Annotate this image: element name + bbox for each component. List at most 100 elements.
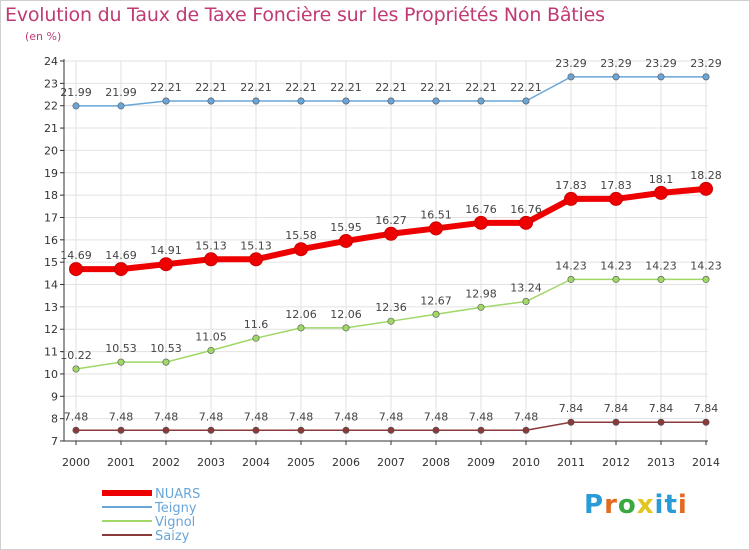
logo-letter: r [604,490,618,520]
data-label: 10.53 [105,342,137,355]
data-label: 22.21 [285,81,317,94]
data-point [252,97,260,105]
data-point [339,233,353,248]
data-point [564,191,578,206]
data-label: 22.21 [195,81,227,94]
data-point [342,324,350,332]
data-label: 23.29 [690,57,722,70]
data-label: 22.21 [330,81,362,94]
data-label: 14.91 [150,244,182,257]
y-tick-label: 16 [44,234,58,247]
axes: 7 8 9 10 11 12 13 14 15 16 17 18 19 20 21 22 23 24 2000 200… [44,55,720,469]
data-label: 7.48 [424,410,449,423]
y-tick-label: 24 [44,55,58,68]
data-label: 12.06 [330,308,362,321]
data-label: 11.6 [244,318,269,331]
data-label: 7.84 [559,402,584,415]
logo-letter: o [617,490,637,520]
data-label: 17.83 [555,179,587,192]
y-tick-label: 10 [44,368,58,381]
data-point [162,97,170,105]
x-tick-label: 2013 [647,456,675,469]
data-point [72,426,80,434]
data-label: 21.99 [60,86,92,99]
data-point [114,262,128,277]
y-tick-label: 20 [44,144,58,157]
data-point [699,181,713,196]
y-tick-label: 14 [44,279,58,292]
x-tick-label: 2012 [602,456,630,469]
data-label: 14.69 [105,249,137,262]
legend-label-nuars: NUARS [155,487,200,502]
data-point [474,215,488,230]
data-label: 7.48 [514,410,539,423]
data-point [384,226,398,241]
data-label: 15.13 [240,239,272,252]
proxiti-logo: Proxiti [584,490,688,520]
data-point [72,365,80,373]
y-tick-label: 8 [51,413,58,426]
data-label: 14.23 [555,259,587,272]
data-label: 10.53 [150,342,182,355]
data-point [429,221,443,236]
data-label: 18.1 [649,173,674,186]
logo-letter: P [584,490,605,520]
y-tick-label: 23 [44,77,58,90]
data-point [387,317,395,325]
y-tick-label: 7 [51,435,58,448]
data-point [342,426,350,434]
data-point [297,426,305,434]
data-point [387,97,395,105]
data-point [432,97,440,105]
data-point [657,275,665,283]
data-point [702,275,710,283]
data-label: 15.13 [195,239,227,252]
y-tick-label: 21 [44,122,58,135]
data-point [612,73,620,81]
data-label: 14.23 [600,259,632,272]
data-point [432,310,440,318]
chart-title: Evolution du Taux de Taxe Foncière sur l… [5,4,605,26]
data-label: 15.95 [330,221,362,234]
chart-subtitle: (en %) [25,30,62,43]
y-tick-label: 13 [44,301,58,314]
data-label: 7.48 [379,410,404,423]
data-point [702,418,710,426]
data-label: 15.58 [285,229,317,242]
data-label: 7.48 [244,410,269,423]
y-tick-label: 11 [44,346,58,359]
data-label: 7.84 [604,402,629,415]
data-point [432,426,440,434]
x-tick-label: 2003 [197,456,225,469]
y-tick-label: 22 [44,100,58,113]
data-label: 7.48 [109,410,134,423]
legend-label-teigny: Teigny [154,501,197,516]
data-label: 7.48 [469,410,494,423]
data-point [69,262,83,277]
legend-label-saizy: Saizy [155,529,190,544]
grid [64,60,708,442]
data-label: 7.84 [694,402,719,415]
y-tick-label: 19 [44,167,58,180]
data-label: 10.22 [60,349,92,362]
y-tick-label: 18 [44,189,58,202]
data-labels: 21.99 21.99 22.21 22.21 22.21 22.21 22.21 22.21… [60,57,722,423]
x-tick-label: 2000 [62,456,90,469]
data-point [567,73,575,81]
series-layer [69,73,713,434]
data-label: 7.84 [649,402,674,415]
data-point [207,97,215,105]
data-label: 22.21 [510,81,542,94]
data-label: 12.98 [465,287,497,300]
data-label: 16.76 [465,203,497,216]
x-tick-label: 2011 [557,456,585,469]
data-point [249,252,263,267]
data-label: 12.36 [375,301,407,314]
data-label: 12.67 [420,294,452,307]
y-tick-label: 15 [44,256,58,269]
data-point [522,426,530,434]
x-tick-label: 2005 [287,456,315,469]
x-tick-label: 2009 [467,456,495,469]
data-label: 18.28 [690,169,722,182]
